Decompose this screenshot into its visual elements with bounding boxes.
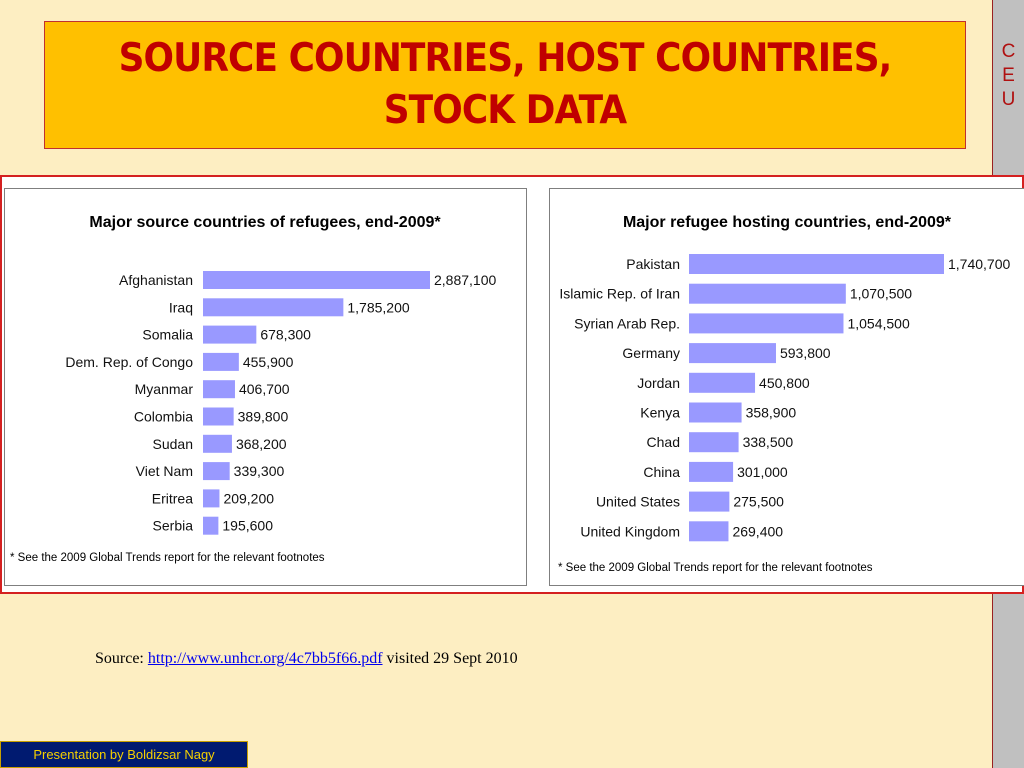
source-suffix: visited 29 Sept 2010: [382, 650, 518, 667]
chart2-value-label: 275,500: [733, 494, 784, 510]
chart2-title: Major refugee hosting countries, end-200…: [623, 214, 952, 231]
chart1-category-label: Myanmar: [135, 381, 194, 397]
chart2-category-label: United Kingdom: [580, 523, 680, 539]
chart2-value-label: 450,800: [759, 375, 810, 391]
ceu-letter-e: E: [1002, 65, 1015, 86]
chart1-value-label: 2,887,100: [434, 272, 496, 288]
chart1-value-label: 678,300: [260, 327, 311, 343]
hosting-countries-chart: Major refugee hosting countries, end-200…: [558, 214, 1010, 574]
chart1-category-label: Dem. Rep. of Congo: [65, 354, 193, 370]
chart2-bar: [689, 313, 844, 334]
chart2-value-label: 1,070,500: [850, 286, 912, 302]
chart1-bar: [203, 489, 220, 508]
chart2-bar: [689, 343, 776, 364]
chart2-bar: [689, 372, 756, 393]
chart2-category-label: Islamic Rep. of Iran: [559, 286, 680, 302]
chart2-category-label: China: [643, 464, 680, 480]
chart2-bar: [689, 461, 734, 482]
chart2-bar: [689, 254, 944, 274]
chart1-category-label: Viet Nam: [136, 463, 193, 479]
chart2-category-label: Germany: [622, 345, 680, 361]
chart1-bar: [203, 298, 344, 317]
chart2-bar: [689, 402, 742, 423]
chart1-bar: [203, 407, 234, 426]
chart1-value-label: 209,200: [223, 490, 274, 506]
chart1-value-label: 1,785,200: [347, 299, 409, 315]
ceu-letter-c: C: [1001, 41, 1016, 62]
chart2-bar: [689, 521, 729, 542]
chart1-category-label: Colombia: [134, 409, 193, 425]
chart2-category-label: United States: [596, 494, 680, 510]
chart1-bar: [203, 271, 430, 289]
presenter-label: Presentation by Boldizsar Nagy: [33, 747, 215, 762]
source-prefix: Source:: [95, 650, 148, 667]
chart2-value-label: 358,900: [746, 405, 797, 421]
chart1-bar: [203, 462, 230, 481]
presenter-footer: Presentation by Boldizsar Nagy: [0, 741, 248, 768]
chart1-category-label: Eritrea: [152, 490, 193, 506]
chart2-category-label: Pakistan: [626, 256, 680, 272]
chart2-bar: [689, 432, 739, 453]
slide-title: SOURCE COUNTRIES, HOST COUNTRIES, STOCK …: [118, 36, 893, 133]
chart2-value-label: 269,400: [732, 523, 783, 539]
chart2-value-label: 1,740,700: [948, 256, 1010, 272]
chart1-category-label: Iraq: [169, 299, 193, 315]
chart1-value-label: 339,300: [234, 463, 285, 479]
chart1-bar: [203, 516, 219, 535]
chart2-value-label: 593,800: [780, 345, 831, 361]
chart1-bar: [203, 325, 257, 344]
chart2-value-label: 338,500: [743, 434, 794, 450]
source-citation: Source: http://www.unhcr.org/4c7bb5f66.p…: [95, 650, 518, 668]
chart1-footnote: * See the 2009 Global Trends report for …: [10, 552, 325, 564]
chart1-bar: [203, 380, 235, 399]
ceu-letter-u: U: [1001, 89, 1016, 110]
chart2-bar: [689, 283, 846, 304]
chart1-value-label: 368,200: [236, 436, 287, 452]
chart2-category-label: Kenya: [640, 405, 680, 421]
chart2-category-label: Syrian Arab Rep.: [574, 315, 680, 331]
slide-title-box: SOURCE COUNTRIES, HOST COUNTRIES, STOCK …: [44, 21, 966, 149]
charts-frame: Major source countries of refugees, end-…: [0, 175, 1024, 594]
chart1-category-label: Serbia: [153, 518, 194, 534]
chart2-footnote: * See the 2009 Global Trends report for …: [558, 562, 873, 574]
chart1-value-label: 455,900: [243, 354, 294, 370]
chart1-title: Major source countries of refugees, end-…: [89, 214, 441, 231]
ceu-logo-letters: C E U: [993, 40, 1024, 112]
hosting-countries-chart-panel: Major refugee hosting countries, end-200…: [549, 188, 1024, 586]
chart1-bar: [203, 434, 232, 453]
chart2-category-label: Chad: [647, 434, 680, 450]
chart2-value-label: 301,000: [737, 464, 788, 480]
chart1-bar: [203, 352, 239, 371]
chart2-value-label: 1,054,500: [847, 315, 909, 331]
chart1-value-label: 195,600: [222, 518, 273, 534]
source-countries-chart: Major source countries of refugees, end-…: [10, 214, 496, 564]
chart1-value-label: 406,700: [239, 381, 290, 397]
chart1-value-label: 389,800: [238, 409, 289, 425]
chart2-bar: [689, 491, 730, 512]
source-countries-chart-panel: Major source countries of refugees, end-…: [4, 188, 527, 586]
source-link[interactable]: http://www.unhcr.org/4c7bb5f66.pdf: [147, 650, 383, 667]
chart2-category-label: Jordan: [637, 375, 680, 391]
chart1-category-label: Somalia: [142, 327, 193, 343]
chart1-category-label: Sudan: [153, 436, 193, 452]
chart1-category-label: Afghanistan: [119, 272, 193, 288]
